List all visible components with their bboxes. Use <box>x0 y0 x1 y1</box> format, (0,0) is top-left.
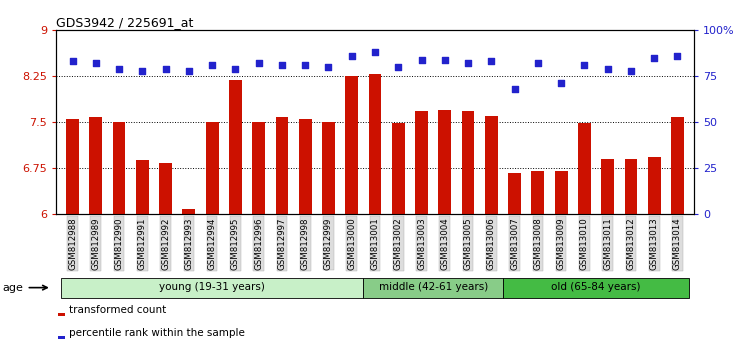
Text: GSM812999: GSM812999 <box>324 217 333 269</box>
FancyBboxPatch shape <box>61 278 363 298</box>
Text: GSM812998: GSM812998 <box>301 217 310 270</box>
Bar <box>392 123 405 214</box>
Point <box>416 57 428 62</box>
Bar <box>112 122 125 214</box>
Point <box>113 66 125 72</box>
Point <box>671 53 683 59</box>
Point <box>160 66 172 72</box>
Point <box>346 53 358 59</box>
Bar <box>229 80 242 214</box>
Bar <box>555 171 568 214</box>
Bar <box>159 163 172 214</box>
Bar <box>66 119 79 214</box>
Text: age: age <box>3 282 47 293</box>
Text: GDS3942 / 225691_at: GDS3942 / 225691_at <box>56 16 194 29</box>
Bar <box>439 110 452 214</box>
Text: GSM813010: GSM813010 <box>580 217 589 270</box>
Point <box>206 62 218 68</box>
Point <box>648 55 660 61</box>
Text: GSM813000: GSM813000 <box>347 217 356 270</box>
Bar <box>648 157 661 214</box>
Point <box>392 64 404 70</box>
Bar <box>368 74 382 214</box>
Text: GSM813011: GSM813011 <box>603 217 612 270</box>
Bar <box>625 159 638 214</box>
Text: GSM812989: GSM812989 <box>92 217 100 270</box>
Text: young (19-31 years): young (19-31 years) <box>159 282 265 292</box>
Bar <box>252 122 265 214</box>
Text: GSM813009: GSM813009 <box>556 217 566 270</box>
Point <box>90 61 102 66</box>
Bar <box>462 111 475 214</box>
Point <box>439 57 451 62</box>
Point <box>602 66 613 72</box>
Text: old (65-84 years): old (65-84 years) <box>551 282 640 292</box>
Bar <box>322 122 334 214</box>
Point <box>299 62 311 68</box>
Text: GSM813007: GSM813007 <box>510 217 519 270</box>
Bar <box>182 209 195 214</box>
Bar <box>345 76 358 214</box>
Bar <box>602 159 614 214</box>
Point <box>532 61 544 66</box>
Text: GSM812997: GSM812997 <box>278 217 286 270</box>
Bar <box>89 117 102 214</box>
Text: GSM813001: GSM813001 <box>370 217 380 270</box>
Point <box>555 81 567 86</box>
Text: GSM812993: GSM812993 <box>184 217 194 270</box>
Text: transformed count: transformed count <box>69 306 166 315</box>
FancyBboxPatch shape <box>503 278 689 298</box>
Point <box>276 62 288 68</box>
Text: GSM813004: GSM813004 <box>440 217 449 270</box>
Point <box>625 68 637 73</box>
Bar <box>136 160 148 214</box>
Text: GSM812991: GSM812991 <box>138 217 147 270</box>
FancyBboxPatch shape <box>363 278 503 298</box>
Bar <box>532 171 544 214</box>
Point <box>322 64 334 70</box>
Bar <box>416 111 428 214</box>
Point <box>136 68 148 73</box>
Bar <box>671 117 684 214</box>
Point <box>578 62 590 68</box>
Bar <box>275 117 288 214</box>
Bar <box>298 119 311 214</box>
Text: GSM812995: GSM812995 <box>231 217 240 270</box>
Bar <box>58 313 65 316</box>
Point <box>230 66 242 72</box>
Bar <box>58 336 65 339</box>
Text: GSM813008: GSM813008 <box>533 217 542 270</box>
Bar <box>485 116 498 214</box>
Text: GSM813014: GSM813014 <box>673 217 682 270</box>
Text: GSM812990: GSM812990 <box>115 217 124 270</box>
Bar <box>206 122 218 214</box>
Text: GSM813012: GSM813012 <box>626 217 635 270</box>
Point <box>369 49 381 55</box>
Text: GSM813005: GSM813005 <box>464 217 472 270</box>
Point <box>462 61 474 66</box>
Text: GSM812994: GSM812994 <box>208 217 217 270</box>
Bar <box>578 123 591 214</box>
Point <box>183 68 195 73</box>
Text: GSM813002: GSM813002 <box>394 217 403 270</box>
Text: middle (42-61 years): middle (42-61 years) <box>379 282 488 292</box>
Point <box>509 86 520 92</box>
Point <box>67 58 79 64</box>
Text: GSM813003: GSM813003 <box>417 217 426 270</box>
Text: GSM813013: GSM813013 <box>650 217 658 270</box>
Text: GSM812988: GSM812988 <box>68 217 77 270</box>
Bar <box>509 173 521 214</box>
Point <box>253 61 265 66</box>
Text: GSM812992: GSM812992 <box>161 217 170 270</box>
Point <box>485 58 497 64</box>
Text: GSM812996: GSM812996 <box>254 217 263 270</box>
Text: GSM813006: GSM813006 <box>487 217 496 270</box>
Text: percentile rank within the sample: percentile rank within the sample <box>69 329 244 338</box>
